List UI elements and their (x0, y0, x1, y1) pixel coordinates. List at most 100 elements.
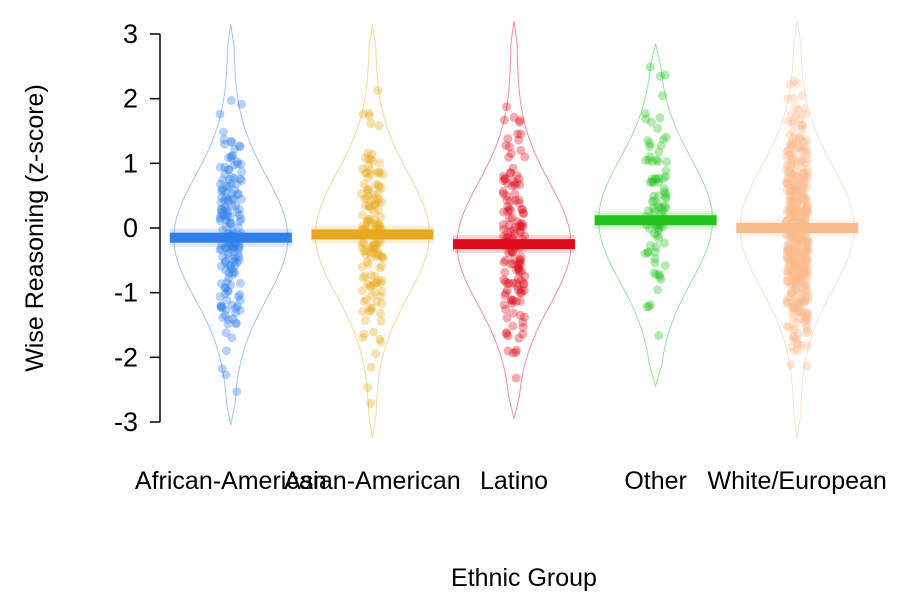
data-point (501, 328, 511, 338)
data-point (516, 129, 526, 139)
data-point (371, 239, 381, 249)
data-point (661, 203, 671, 213)
data-point (357, 286, 367, 295)
data-point (803, 236, 813, 246)
data-point (791, 296, 801, 306)
data-point (785, 80, 795, 89)
data-point (783, 277, 793, 287)
data-point (799, 206, 809, 216)
data-point (793, 286, 803, 296)
data-point (783, 116, 793, 126)
data-point (789, 334, 799, 344)
data-point (782, 179, 792, 189)
data-point (793, 206, 803, 216)
data-point (800, 259, 810, 269)
data-point (656, 274, 666, 284)
data-point (373, 219, 383, 229)
data-point (232, 257, 242, 267)
data-point (803, 245, 813, 254)
data-point (788, 139, 798, 149)
data-point (224, 181, 234, 191)
data-point (360, 271, 370, 281)
group-white-european (736, 20, 859, 439)
data-point (802, 285, 812, 295)
data-point (786, 158, 796, 168)
data-point (787, 257, 797, 267)
data-point (507, 247, 517, 257)
data-point (788, 234, 798, 244)
data-point (357, 262, 367, 272)
data-point (802, 206, 812, 216)
data-point (645, 300, 655, 310)
data-point (376, 237, 385, 247)
data-point (788, 247, 798, 256)
data-point (793, 279, 802, 289)
data-point (787, 186, 797, 196)
data-point (796, 247, 806, 256)
data-point (800, 267, 810, 277)
data-point (366, 169, 376, 179)
data-point (510, 222, 520, 232)
data-point (235, 142, 245, 152)
data-point (223, 165, 233, 175)
data-point (800, 232, 810, 241)
data-point (801, 204, 811, 214)
data-point (803, 201, 813, 210)
data-point (785, 206, 795, 216)
data-point (801, 207, 811, 216)
data-point (797, 290, 807, 300)
data-point (514, 135, 524, 145)
data-point (508, 177, 518, 187)
data-point (793, 171, 803, 181)
data-point (644, 155, 654, 165)
data-point (795, 299, 805, 309)
data-point (363, 279, 373, 289)
data-point (376, 251, 386, 261)
data-point (514, 198, 524, 208)
data-point (792, 260, 802, 270)
data-point (650, 258, 660, 268)
data-point (783, 173, 793, 183)
data-point (799, 184, 809, 194)
data-point (518, 222, 528, 232)
data-point (802, 312, 812, 322)
data-point (654, 173, 664, 183)
data-point (222, 205, 232, 215)
data-point (363, 148, 373, 158)
data-point (783, 146, 793, 156)
x-tick-label: Asian-American (284, 467, 460, 495)
data-point (787, 303, 797, 313)
data-point (794, 264, 804, 274)
data-point (364, 108, 374, 118)
data-point (232, 301, 242, 311)
data-point (795, 254, 805, 264)
data-point (786, 288, 796, 298)
data-point (790, 263, 800, 273)
data-point (661, 157, 671, 167)
data-point (802, 149, 812, 159)
data-point (215, 245, 225, 255)
data-point (377, 261, 387, 271)
data-point (515, 258, 525, 268)
data-point (516, 145, 526, 155)
data-point (377, 299, 387, 309)
data-point (233, 189, 243, 199)
data-point (654, 223, 664, 233)
data-point (500, 255, 510, 265)
data-point (787, 183, 797, 193)
data-point (215, 216, 225, 226)
y-tick-label: 2 (123, 84, 138, 114)
data-point (363, 214, 373, 224)
data-point (653, 285, 663, 295)
data-point (794, 177, 803, 187)
data-point (802, 361, 812, 371)
data-point (373, 168, 383, 178)
data-point (360, 194, 370, 204)
data-point (369, 193, 379, 203)
data-point (802, 255, 812, 265)
data-point (790, 303, 800, 313)
data-point (797, 305, 807, 315)
data-point (514, 174, 524, 184)
data-point (786, 162, 796, 171)
data-point (222, 295, 232, 305)
